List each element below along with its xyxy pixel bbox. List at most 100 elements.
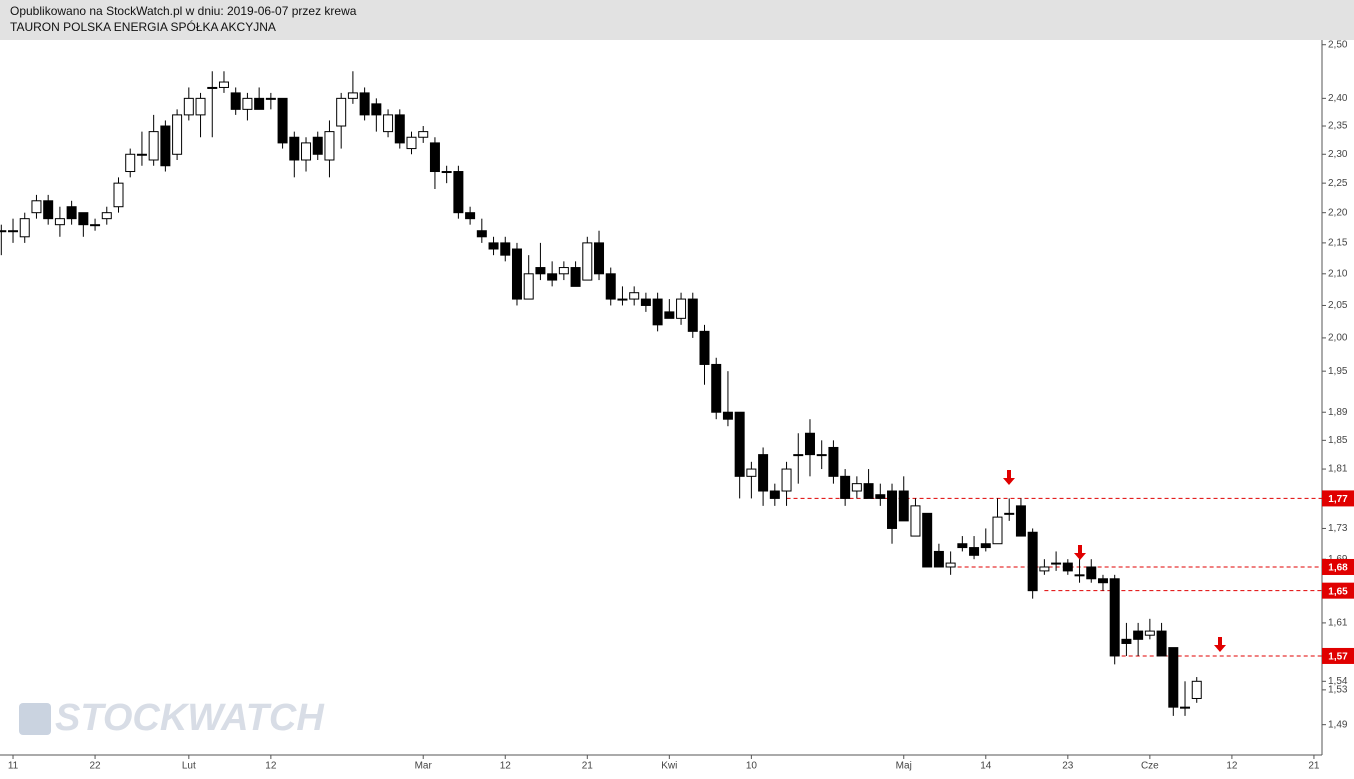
candle-body	[301, 142, 312, 161]
x-tick-label: 23	[1062, 761, 1074, 772]
candle-body	[1144, 630, 1155, 636]
candle-body	[558, 267, 569, 275]
published-note: Opublikowano na StockWatch.pl w dniu: 20…	[10, 4, 357, 18]
candle-body	[933, 550, 944, 568]
candle-body	[652, 298, 663, 326]
candle-body	[840, 475, 851, 499]
y-tick-label: 2,50	[1328, 39, 1348, 50]
y-tick-label: 2,30	[1328, 149, 1348, 160]
y-tick-label: 1,53	[1328, 685, 1348, 696]
candle-body	[992, 516, 1003, 545]
x-tick-label: 14	[980, 761, 992, 772]
candle-body	[523, 273, 534, 300]
candle-body	[254, 97, 265, 110]
y-tick-label: 1,85	[1328, 435, 1348, 446]
candle-body	[195, 97, 206, 116]
x-tick-label: 12	[1226, 761, 1238, 772]
candle-body	[1168, 647, 1179, 708]
y-tick-label: 2,10	[1328, 268, 1348, 279]
candle-body	[793, 454, 804, 457]
header-bar	[0, 0, 1354, 40]
candle-body	[863, 483, 874, 499]
candle-body	[1039, 566, 1050, 572]
candle-body	[8, 230, 19, 233]
candle-body	[90, 224, 101, 227]
x-tick-label: Maj	[896, 761, 912, 772]
candle-body	[676, 298, 687, 319]
x-tick-label: 21	[1308, 761, 1320, 772]
candle-body	[347, 92, 358, 99]
candle-body	[113, 182, 124, 208]
x-tick-label: 10	[746, 761, 758, 772]
candle-body	[394, 114, 405, 144]
candle-body	[160, 125, 171, 167]
candle-body	[511, 248, 522, 300]
candle-body	[605, 273, 616, 300]
candle-body	[1191, 680, 1202, 699]
candle-body	[1180, 706, 1191, 709]
candle-body	[664, 311, 675, 319]
level-label: 1,57	[1328, 652, 1348, 663]
candle-body	[980, 543, 991, 549]
x-tick-label: 12	[265, 761, 277, 772]
candle-body	[500, 242, 511, 256]
candle-body	[312, 136, 323, 155]
y-tick-label: 1,95	[1328, 366, 1348, 377]
candle-body	[371, 103, 382, 116]
candle-body	[54, 218, 65, 226]
y-tick-label: 1,54	[1328, 676, 1348, 687]
candle-body	[441, 171, 452, 174]
candle-body	[465, 212, 476, 220]
candle-body	[230, 92, 241, 110]
candle-body	[418, 131, 429, 138]
candle-body	[957, 543, 968, 549]
candle-body	[922, 512, 933, 568]
candle-body	[629, 292, 640, 300]
y-tick-label: 2,35	[1328, 121, 1348, 132]
candle-body	[898, 490, 909, 522]
y-tick-label: 2,20	[1328, 207, 1348, 218]
candle-body	[722, 411, 733, 420]
y-tick-label: 2,00	[1328, 333, 1348, 344]
y-tick-label: 1,73	[1328, 523, 1348, 534]
candle-body	[207, 86, 218, 89]
candle-body	[1027, 531, 1038, 592]
candle-body	[746, 468, 757, 477]
candle-body	[711, 363, 722, 413]
candle-body	[1004, 512, 1015, 515]
candle-body	[851, 483, 862, 492]
candle-body	[242, 97, 253, 110]
candle-body	[359, 92, 370, 116]
candle-body	[429, 142, 440, 173]
candle-body	[769, 490, 780, 499]
candle-body	[476, 230, 487, 238]
candle-body	[125, 153, 136, 173]
candle-body	[816, 454, 827, 457]
arrow	[1074, 545, 1086, 560]
candle-body	[1109, 578, 1120, 657]
candle-body	[582, 242, 593, 281]
candle-body	[1086, 566, 1097, 580]
level-label-box	[1322, 558, 1354, 575]
y-tick-label: 1,89	[1328, 407, 1348, 418]
candle-body	[172, 114, 183, 155]
arrows	[1003, 470, 1226, 652]
candle-body	[101, 212, 112, 220]
candle-body	[78, 212, 89, 226]
candle-body	[1051, 562, 1062, 565]
level-label-box	[1322, 647, 1354, 664]
candle-body	[570, 267, 581, 287]
y-tick-label: 2,25	[1328, 178, 1348, 189]
candle-body	[1133, 630, 1144, 640]
y-tick-label: 1,61	[1328, 618, 1348, 629]
candle-body	[640, 298, 651, 306]
candle-body	[594, 242, 605, 275]
x-tick-label: Kwi	[661, 761, 677, 772]
candle-body	[875, 494, 886, 499]
candle-body	[265, 97, 276, 100]
candle-body	[19, 218, 30, 238]
level-label: 1,77	[1328, 494, 1348, 505]
x-tick-label: 11	[8, 761, 19, 772]
